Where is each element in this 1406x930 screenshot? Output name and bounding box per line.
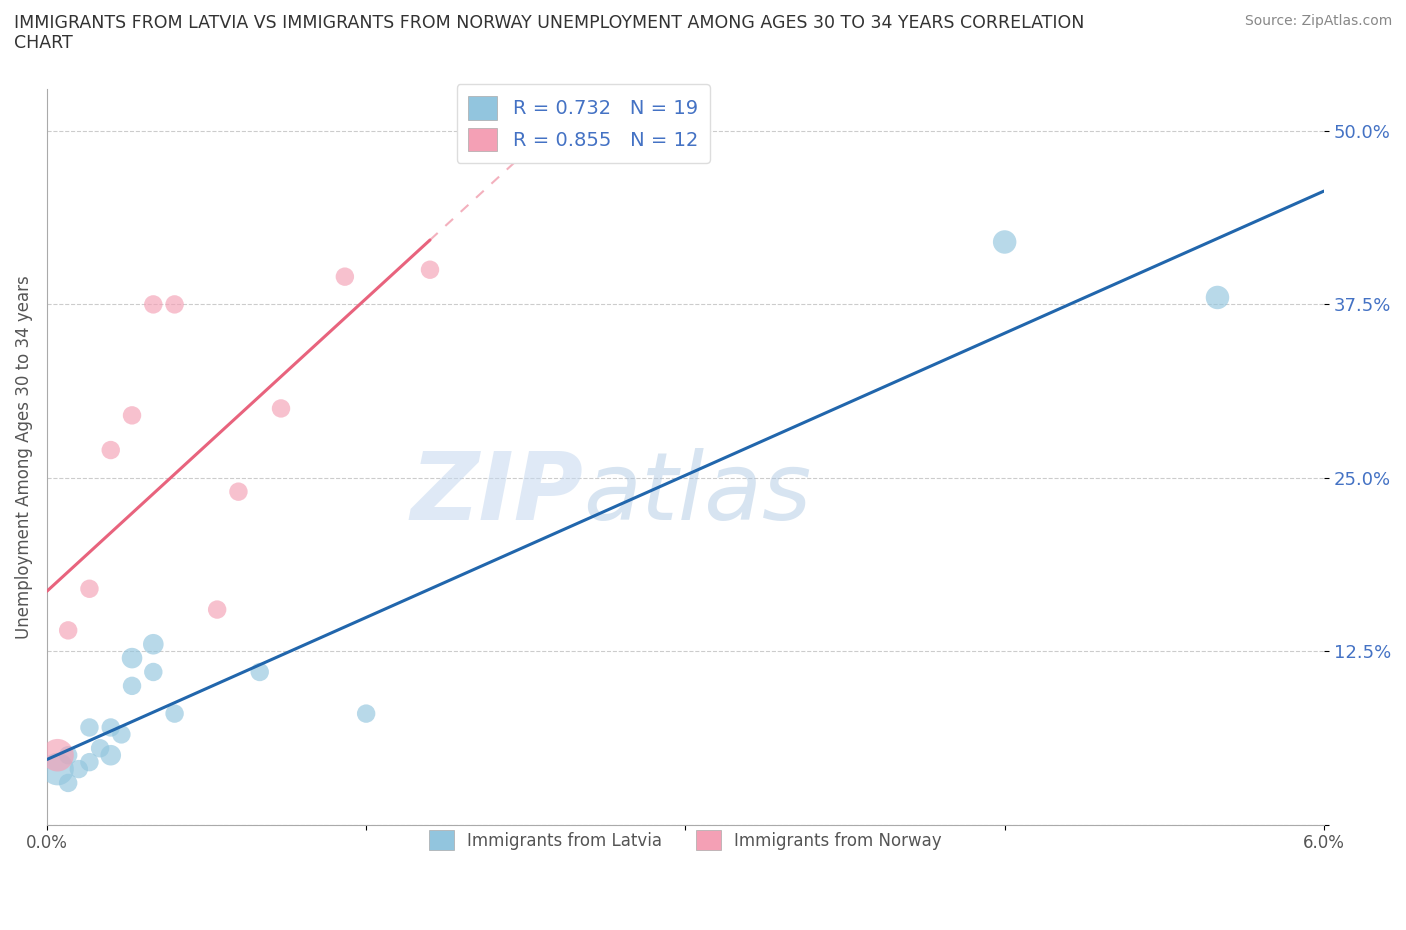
Point — [79, 755, 101, 770]
Text: atlas: atlas — [583, 448, 811, 539]
Point — [79, 581, 101, 596]
Text: Source: ZipAtlas.com: Source: ZipAtlas.com — [1244, 14, 1392, 28]
Point — [100, 443, 122, 458]
Point — [142, 637, 165, 652]
Point — [100, 720, 122, 735]
Point — [142, 665, 165, 680]
Text: ZIP: ZIP — [411, 447, 583, 539]
Point — [163, 297, 186, 312]
Point — [56, 776, 79, 790]
Legend: Immigrants from Latvia, Immigrants from Norway: Immigrants from Latvia, Immigrants from … — [419, 820, 952, 860]
Point — [121, 408, 143, 423]
Text: CHART: CHART — [14, 34, 73, 52]
Point — [121, 651, 143, 666]
Point — [121, 678, 143, 693]
Text: IMMIGRANTS FROM LATVIA VS IMMIGRANTS FROM NORWAY UNEMPLOYMENT AMONG AGES 30 TO 3: IMMIGRANTS FROM LATVIA VS IMMIGRANTS FRO… — [14, 14, 1084, 32]
Point — [142, 297, 165, 312]
Point — [228, 485, 250, 499]
Point — [89, 741, 111, 756]
Point — [249, 665, 271, 680]
Point — [56, 748, 79, 763]
Point — [333, 269, 356, 284]
Y-axis label: Unemployment Among Ages 30 to 34 years: Unemployment Among Ages 30 to 34 years — [15, 275, 32, 639]
Point — [56, 623, 79, 638]
Point — [994, 234, 1017, 249]
Point — [110, 727, 132, 742]
Point — [205, 602, 228, 617]
Point — [67, 762, 90, 777]
Point — [1206, 290, 1229, 305]
Point — [46, 748, 69, 763]
Point — [354, 706, 377, 721]
Point — [79, 720, 101, 735]
Point — [270, 401, 292, 416]
Point — [163, 706, 186, 721]
Point — [419, 262, 441, 277]
Point — [46, 762, 69, 777]
Point — [100, 748, 122, 763]
